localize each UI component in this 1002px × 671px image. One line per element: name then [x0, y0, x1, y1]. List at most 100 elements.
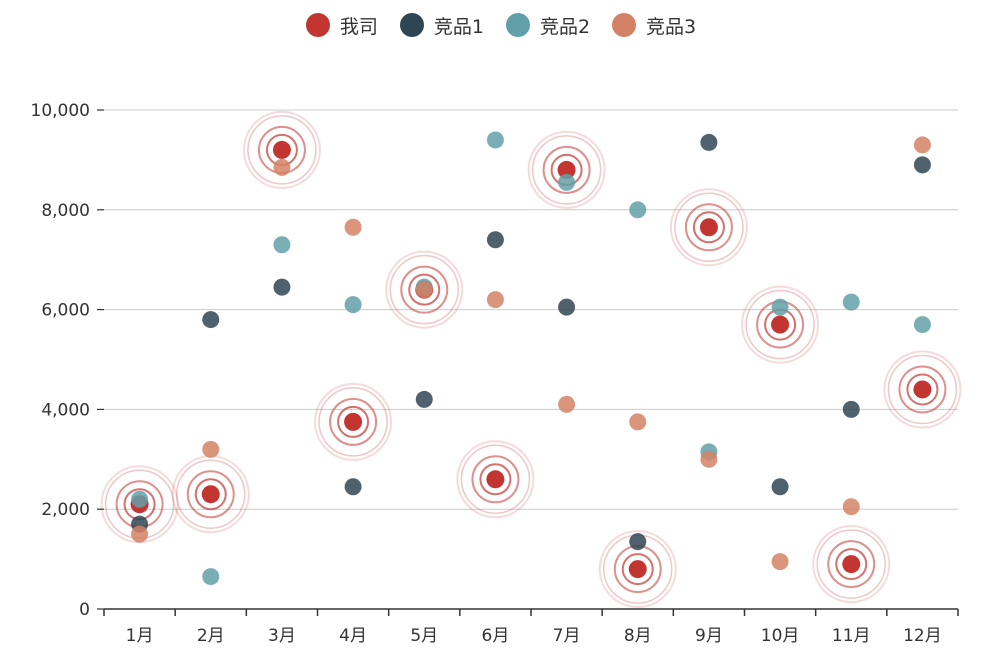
data-point-4 [700, 450, 718, 468]
data-point-4 [558, 395, 576, 413]
data-point-4 [842, 498, 860, 516]
legend-item-series-3[interactable]: 竞品2 [505, 12, 591, 39]
legend-swatch-icon [305, 13, 330, 37]
x-tick-label: 8月 [624, 626, 652, 646]
ripple-ring [906, 373, 939, 406]
ripple-ring [542, 145, 591, 194]
data-point-1 [201, 485, 220, 504]
data-point-1 [842, 555, 861, 574]
data-point-3 [273, 236, 291, 254]
data-point-2 [913, 156, 931, 174]
data-point-2 [558, 298, 576, 316]
data-point-2 [842, 400, 860, 418]
chart-legend: 我司 竞品1 竞品2 竞品3 [0, 10, 1002, 40]
data-point-4 [273, 158, 291, 176]
ripple-ring [176, 459, 246, 529]
data-point-3 [842, 293, 860, 311]
legend-item-series-1[interactable]: 我司 [305, 12, 378, 39]
ripple-ring [456, 440, 535, 519]
ripple-ring [408, 273, 441, 306]
y-tick-label: 2,000 [41, 500, 90, 520]
ripple-ring [314, 382, 393, 461]
data-point-3 [913, 316, 931, 334]
data-points [130, 131, 932, 586]
ripple-ring [479, 463, 512, 496]
legend-swatch-icon [399, 13, 424, 37]
ripple-ring [827, 540, 876, 589]
data-point-4 [913, 136, 931, 154]
ripple-ring [741, 285, 820, 364]
ripple-ring [835, 548, 868, 581]
ripple-ring [329, 397, 378, 446]
data-point-3 [344, 296, 362, 314]
data-point-1 [771, 315, 790, 334]
data-point-3 [202, 568, 220, 586]
legend-swatch-icon [505, 13, 530, 37]
ripple-ring [400, 265, 449, 314]
data-point-4 [486, 291, 504, 309]
grid-lines [104, 109, 958, 510]
data-point-2 [202, 311, 220, 329]
legend-label: 竞品2 [539, 15, 591, 38]
data-point-1 [557, 160, 576, 179]
ripple-ring [816, 529, 886, 599]
ripple-ring [531, 135, 602, 205]
data-point-4 [344, 218, 362, 236]
ripple-ring [887, 354, 958, 425]
ripple-effects [100, 110, 962, 609]
ripple-ring [745, 289, 815, 360]
data-point-4 [131, 525, 149, 543]
y-tick-label: 6,000 [41, 301, 90, 321]
legend-item-series-2[interactable]: 竞品1 [399, 12, 484, 39]
ripple-ring [898, 365, 947, 414]
data-point-3 [558, 173, 576, 191]
ripple-ring [812, 525, 891, 604]
axes: 0 2,000 4,000 6,000 8,000 10,000 1月 2月 3月 4月 5月 6月 7… [31, 101, 959, 646]
x-tick-label: 10月 [761, 626, 800, 646]
ripple-ring [674, 192, 744, 263]
data-point-1 [344, 412, 363, 431]
x-tick-label: 1月 [126, 626, 154, 646]
ripple-ring [194, 478, 227, 511]
x-tick-label: 9月 [695, 626, 723, 646]
x-tick-label: 4月 [339, 626, 367, 646]
x-tick-label: 3月 [268, 626, 296, 646]
ripple-ring [242, 110, 321, 189]
ripple-ring [684, 203, 733, 252]
ripple-ring [337, 405, 370, 438]
ripple-ring [692, 211, 725, 244]
x-tick-label: 6月 [482, 626, 510, 646]
data-point-3 [486, 131, 504, 149]
y-tick-label: 0 [79, 600, 90, 620]
legend-label: 我司 [339, 15, 378, 38]
data-point-1 [699, 218, 718, 237]
x-tick-label: 2月 [197, 626, 225, 646]
ripple-ring [385, 250, 464, 329]
x-tick-label: 11月 [832, 626, 871, 646]
ripple-ring [883, 350, 962, 429]
data-point-2 [629, 533, 647, 551]
ripple-ring [621, 553, 654, 586]
data-point-1 [628, 560, 647, 579]
legend-label: 竞品3 [646, 15, 697, 38]
y-tick-label: 10,000 [31, 101, 90, 121]
legend-label: 竞品1 [433, 15, 484, 38]
data-point-1 [272, 140, 291, 159]
data-point-2 [771, 478, 789, 496]
ripple-ring [471, 455, 520, 504]
legend-item-series-4[interactable]: 竞品3 [612, 12, 696, 39]
data-point-4 [202, 440, 220, 458]
data-point-2 [700, 133, 718, 151]
data-point-2 [415, 390, 433, 408]
data-point-2 [486, 231, 504, 249]
data-point-3 [629, 201, 647, 219]
ripple-ring [186, 470, 235, 519]
ripple-ring [318, 387, 388, 457]
legend-swatch-icon [612, 13, 637, 37]
data-point-4 [771, 553, 789, 571]
x-tick-label: 7月 [553, 626, 581, 646]
ripple-ring [389, 254, 459, 325]
data-point-1 [913, 380, 932, 399]
ripple-ring [460, 444, 531, 515]
